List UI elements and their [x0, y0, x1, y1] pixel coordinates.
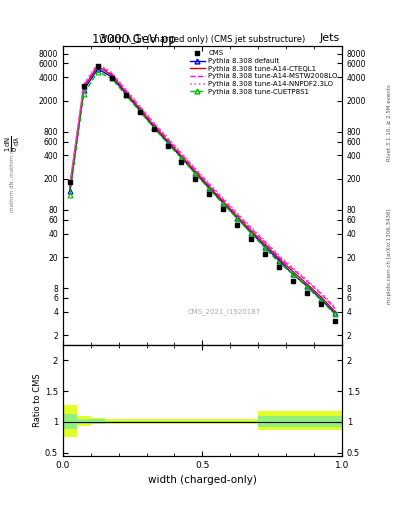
Bar — [133, 421, 147, 423]
Bar — [77, 416, 91, 426]
Bar — [258, 411, 272, 431]
Bar — [314, 416, 328, 427]
Bar — [189, 419, 202, 424]
Title: Width λ_1¹ (charged only) (CMS jet substructure): Width λ_1¹ (charged only) (CMS jet subst… — [99, 35, 305, 44]
Bar — [105, 419, 119, 424]
Bar — [217, 419, 230, 424]
Text: mathrm dN, mathrm dσ: mathrm dN, mathrm dσ — [10, 146, 15, 212]
Bar — [258, 416, 272, 427]
Text: $\mathregular{\frac{1}{\sigma}\frac{dN}{d\lambda}}$: $\mathregular{\frac{1}{\sigma}\frac{dN}{… — [4, 135, 22, 152]
Bar — [63, 404, 77, 437]
Bar — [105, 421, 119, 423]
Bar — [217, 421, 230, 423]
Bar — [161, 421, 174, 423]
X-axis label: width (charged-only): width (charged-only) — [148, 475, 257, 485]
Bar — [77, 419, 91, 424]
Bar — [91, 418, 105, 424]
Bar — [174, 419, 189, 424]
Bar — [230, 421, 244, 423]
Bar — [202, 419, 217, 424]
Text: mcplots.cern.ch [arXiv:1306.3436]: mcplots.cern.ch [arXiv:1306.3436] — [387, 208, 391, 304]
Bar — [202, 421, 217, 423]
Bar — [300, 411, 314, 431]
Bar — [63, 415, 77, 429]
Bar — [314, 411, 328, 431]
Bar — [119, 421, 133, 423]
Bar — [286, 411, 300, 431]
Bar — [174, 421, 189, 423]
Y-axis label: Ratio to CMS: Ratio to CMS — [33, 374, 42, 427]
Bar — [244, 421, 258, 423]
Bar — [328, 416, 342, 427]
Bar — [147, 421, 161, 423]
Bar — [328, 411, 342, 431]
Bar — [230, 419, 244, 424]
Bar — [91, 419, 105, 424]
Bar — [300, 416, 314, 427]
Bar — [119, 419, 133, 424]
Text: Rivet 3.1.10, ≥ 2.5M events: Rivet 3.1.10, ≥ 2.5M events — [387, 84, 391, 161]
Bar — [272, 416, 286, 427]
Bar — [189, 421, 202, 423]
Bar — [244, 419, 258, 424]
Text: 13000 GeV pp: 13000 GeV pp — [92, 33, 176, 46]
Bar — [161, 419, 174, 424]
Bar — [272, 411, 286, 431]
Text: Jets: Jets — [320, 33, 340, 44]
Bar — [286, 416, 300, 427]
Text: CMS_2021_I1920187: CMS_2021_I1920187 — [188, 308, 261, 315]
Bar — [147, 419, 161, 424]
Bar — [133, 419, 147, 424]
Legend: CMS, Pythia 8.308 default, Pythia 8.308 tune-A14-CTEQL1, Pythia 8.308 tune-A14-M: CMS, Pythia 8.308 default, Pythia 8.308 … — [187, 48, 340, 97]
